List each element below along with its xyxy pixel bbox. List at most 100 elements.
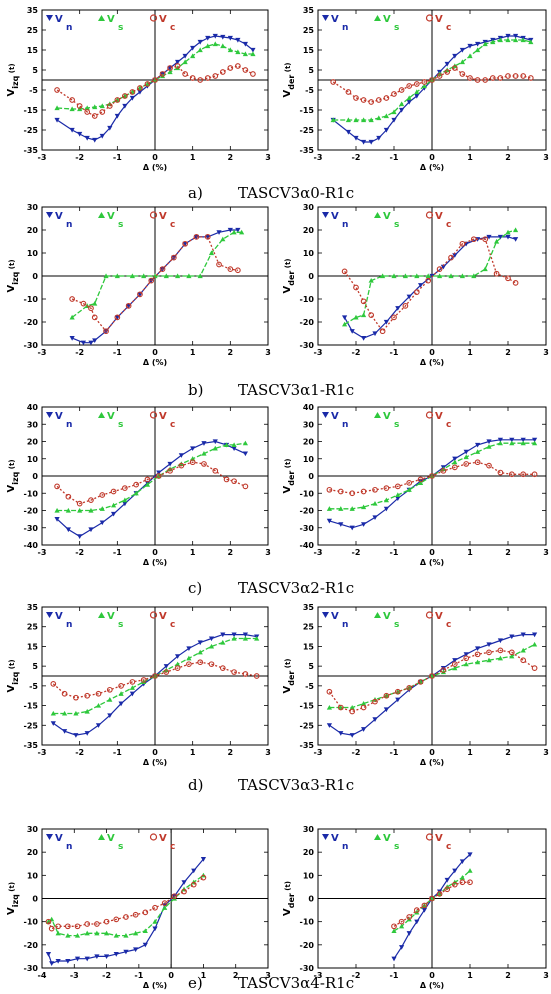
x-tick-label: 2 — [505, 971, 511, 980]
data-point-vs — [463, 454, 469, 460]
y-tick-label: -10 — [300, 918, 315, 927]
data-point-vs — [65, 932, 71, 938]
legend-marker — [98, 212, 105, 218]
data-point-vs — [250, 51, 256, 57]
data-point-vs — [133, 490, 139, 496]
data-point-vn — [353, 135, 359, 141]
data-point-vn — [227, 227, 233, 233]
data-point-vc — [349, 490, 356, 497]
panel-a-left: -3 -2 -1 0 1 2 3 -35 -25 -15 -5 5 15 25 35 Δ (%) Vizq (t… — [6, 6, 271, 172]
legend-label-sub: c — [446, 620, 451, 630]
legend-marker — [425, 211, 434, 219]
data-point-vs — [463, 661, 469, 667]
data-point-vn — [55, 958, 61, 964]
data-point-vs — [69, 314, 75, 320]
y-label-unit: (t) — [284, 258, 292, 270]
data-point-vs — [452, 459, 458, 465]
legend-label-sub: c — [170, 620, 175, 630]
data-point-vc — [505, 73, 511, 79]
data-point-vs — [513, 37, 519, 43]
y-tick-label: -30 — [300, 964, 315, 973]
data-point-vn — [467, 43, 473, 49]
legend-marker — [322, 15, 329, 21]
legend-label: V — [159, 411, 167, 422]
data-point-vn — [406, 931, 412, 936]
data-point-vc — [182, 71, 188, 77]
y-tick-label: 15 — [303, 46, 315, 55]
x-tick-label: -3 — [314, 548, 323, 557]
y-tick-label: -35 — [24, 741, 39, 750]
y-tick-label: -20 — [300, 941, 315, 950]
data-point-vn — [376, 135, 382, 141]
y-tick-label: 10 — [27, 455, 39, 464]
data-point-vs — [353, 314, 359, 320]
legend-label-sub: n — [342, 220, 348, 230]
y-tick-label: -40 — [24, 541, 39, 550]
y-label-unit: (t) — [8, 659, 16, 671]
x-tick-label: 0 — [152, 748, 158, 757]
data-point-vc — [186, 661, 192, 668]
x-tick-label: -1 — [390, 748, 399, 757]
data-point-vc — [103, 918, 110, 925]
data-point-vs — [345, 117, 351, 123]
legend-label: V — [435, 611, 443, 622]
data-point-vs — [402, 273, 408, 279]
data-point-vs — [520, 440, 526, 446]
data-point-vc — [227, 266, 234, 272]
data-point-vc — [88, 305, 94, 312]
data-point-vc — [406, 83, 413, 89]
data-point-vs — [182, 59, 188, 65]
data-point-vs — [349, 506, 355, 511]
data-point-vn — [65, 958, 71, 964]
data-point-vs — [509, 653, 515, 659]
x-tick-label: 0 — [152, 348, 158, 357]
y-tick-label: -20 — [24, 507, 39, 516]
data-point-vs — [220, 639, 226, 645]
caption-text: TASCV3α4-R1c — [238, 974, 354, 992]
data-point-vc — [398, 918, 405, 925]
data-point-vc — [91, 113, 98, 119]
data-point-vc — [204, 234, 211, 240]
data-point-vn — [395, 496, 401, 502]
y-label-sub: izq — [11, 894, 20, 907]
data-point-vn — [452, 456, 458, 462]
y-tick-label: 0 — [32, 272, 38, 281]
data-point-vn — [342, 315, 348, 320]
legend-marker — [425, 833, 434, 841]
data-point-vc — [182, 240, 188, 247]
data-point-vs — [103, 930, 110, 936]
data-point-vn — [77, 534, 83, 539]
data-point-vc — [88, 497, 94, 504]
data-point-vc — [463, 655, 470, 662]
data-point-vn — [242, 41, 248, 47]
data-point-vs — [528, 39, 534, 45]
data-point-vn — [391, 956, 397, 962]
data-point-vs — [505, 37, 511, 43]
data-point-vc — [91, 314, 98, 321]
y-tick-label: 30 — [27, 825, 39, 834]
data-point-vs — [205, 43, 211, 49]
data-point-vn — [114, 113, 120, 119]
data-point-vn — [197, 640, 203, 646]
data-point-vn — [383, 707, 389, 713]
data-point-vc — [429, 895, 435, 902]
x-tick-label: 0 — [429, 971, 435, 980]
y-tick-label: 30 — [303, 420, 315, 429]
data-point-vs — [142, 928, 148, 934]
data-point-vs — [475, 449, 481, 454]
legend-label: V — [331, 411, 339, 422]
y-tick-label: 20 — [303, 226, 315, 235]
y-axis-label: Vder (t) — [282, 62, 296, 97]
data-point-vn — [452, 253, 458, 258]
data-point-vs — [372, 501, 378, 506]
y-label-sub: der — [287, 271, 296, 286]
y-label-main: V — [282, 686, 293, 694]
data-point-vc — [212, 467, 219, 474]
data-point-vc — [197, 659, 204, 666]
data-point-vc — [512, 280, 519, 286]
x-tick-label: -2 — [75, 153, 84, 162]
data-point-vs — [107, 697, 113, 702]
data-point-vc — [379, 328, 386, 335]
y-label-unit: (t) — [284, 658, 292, 670]
